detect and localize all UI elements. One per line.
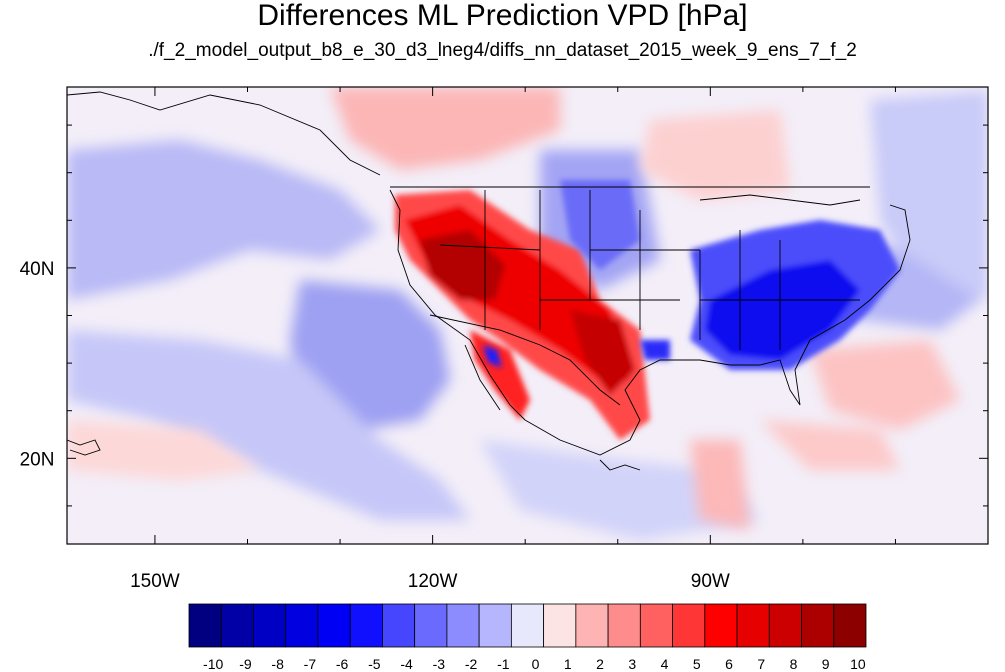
- eastern-us-cold-anomaly: [483, 180, 900, 370]
- colorbar-swatch: [607, 603, 641, 648]
- colorbar-label: -9: [239, 656, 252, 672]
- colorbar-swatch: [672, 603, 706, 648]
- colorbar-swatch: [317, 603, 351, 648]
- western-us-warm-anomaly: [395, 190, 650, 440]
- colorbar-swatch: [768, 603, 802, 648]
- colorbar-label: -4: [400, 656, 413, 672]
- colorbar-label: 4: [661, 656, 669, 672]
- colorbar-labels: -10 -9 -8 -7 -6 -5 -4 -3 -2 -1 0 1 2 3 4 5 6 7 8 9 10: [203, 656, 866, 672]
- map-title: Differences ML Prediction VPD [hPa]: [257, 0, 748, 32]
- colorbar-label: 8: [790, 656, 798, 672]
- colorbar-swatch: [414, 603, 448, 648]
- colorbar-swatch: [704, 603, 738, 648]
- colorbar-label: 3: [628, 656, 636, 672]
- colorbar-swatch: [253, 603, 287, 648]
- colorbar-swatch: [478, 603, 512, 648]
- colorbar-swatch: [639, 603, 673, 648]
- colorbar-swatch: [349, 603, 383, 648]
- colorbar-label: -10: [203, 656, 223, 672]
- colorbar-label: -7: [304, 656, 317, 672]
- colorbar-label: -5: [368, 656, 381, 672]
- colorbar-swatch: [382, 603, 416, 648]
- plot-area: [67, 87, 988, 544]
- colorbar-label: -1: [497, 656, 510, 672]
- colorbar-label: 6: [725, 656, 733, 672]
- colorbar-swatch: [188, 603, 222, 648]
- colorbar-swatch: [575, 603, 609, 648]
- colorbar-swatch: [446, 603, 480, 648]
- colorbar-label: -6: [336, 656, 349, 672]
- colorbar-swatch: [736, 603, 770, 648]
- colorbar-label: -2: [465, 656, 478, 672]
- colorbar-swatch: [543, 603, 577, 648]
- colorbar-label: 1: [564, 656, 572, 672]
- positive-anomaly-fields: [67, 87, 960, 530]
- colorbar-swatch: [285, 603, 319, 648]
- colorbar-label: -8: [271, 656, 284, 672]
- map-subtitle: ./f_2_model_output_b8_e_30_d3_lneg4/diff…: [148, 40, 857, 61]
- colorbar-label: -3: [433, 656, 446, 672]
- colorbar-label: 0: [532, 656, 540, 672]
- coastlines-and-borders: [67, 91, 911, 471]
- colorbar-label: 7: [757, 656, 765, 672]
- colorbar-swatch: [833, 603, 867, 648]
- colorbar-label: 10: [850, 656, 866, 672]
- colorbar-label: 5: [693, 656, 701, 672]
- colorbar-swatch: [801, 603, 835, 648]
- colorbar-swatch: [510, 603, 545, 648]
- x-tick-label: 120W: [408, 571, 458, 592]
- colorbar-swatch: [220, 603, 254, 648]
- y-tick-label: 20N: [20, 449, 55, 470]
- colorbar: [188, 603, 867, 648]
- axis-ticks: [67, 87, 989, 544]
- colorbar-label: 9: [822, 656, 830, 672]
- x-tick-label: 90W: [691, 571, 730, 592]
- y-tick-label: 40N: [20, 259, 55, 280]
- colorbar-label: 2: [596, 656, 604, 672]
- axis-tick-labels: 150W 120W 90W 40N 20N: [20, 259, 730, 592]
- x-tick-label: 150W: [130, 571, 180, 592]
